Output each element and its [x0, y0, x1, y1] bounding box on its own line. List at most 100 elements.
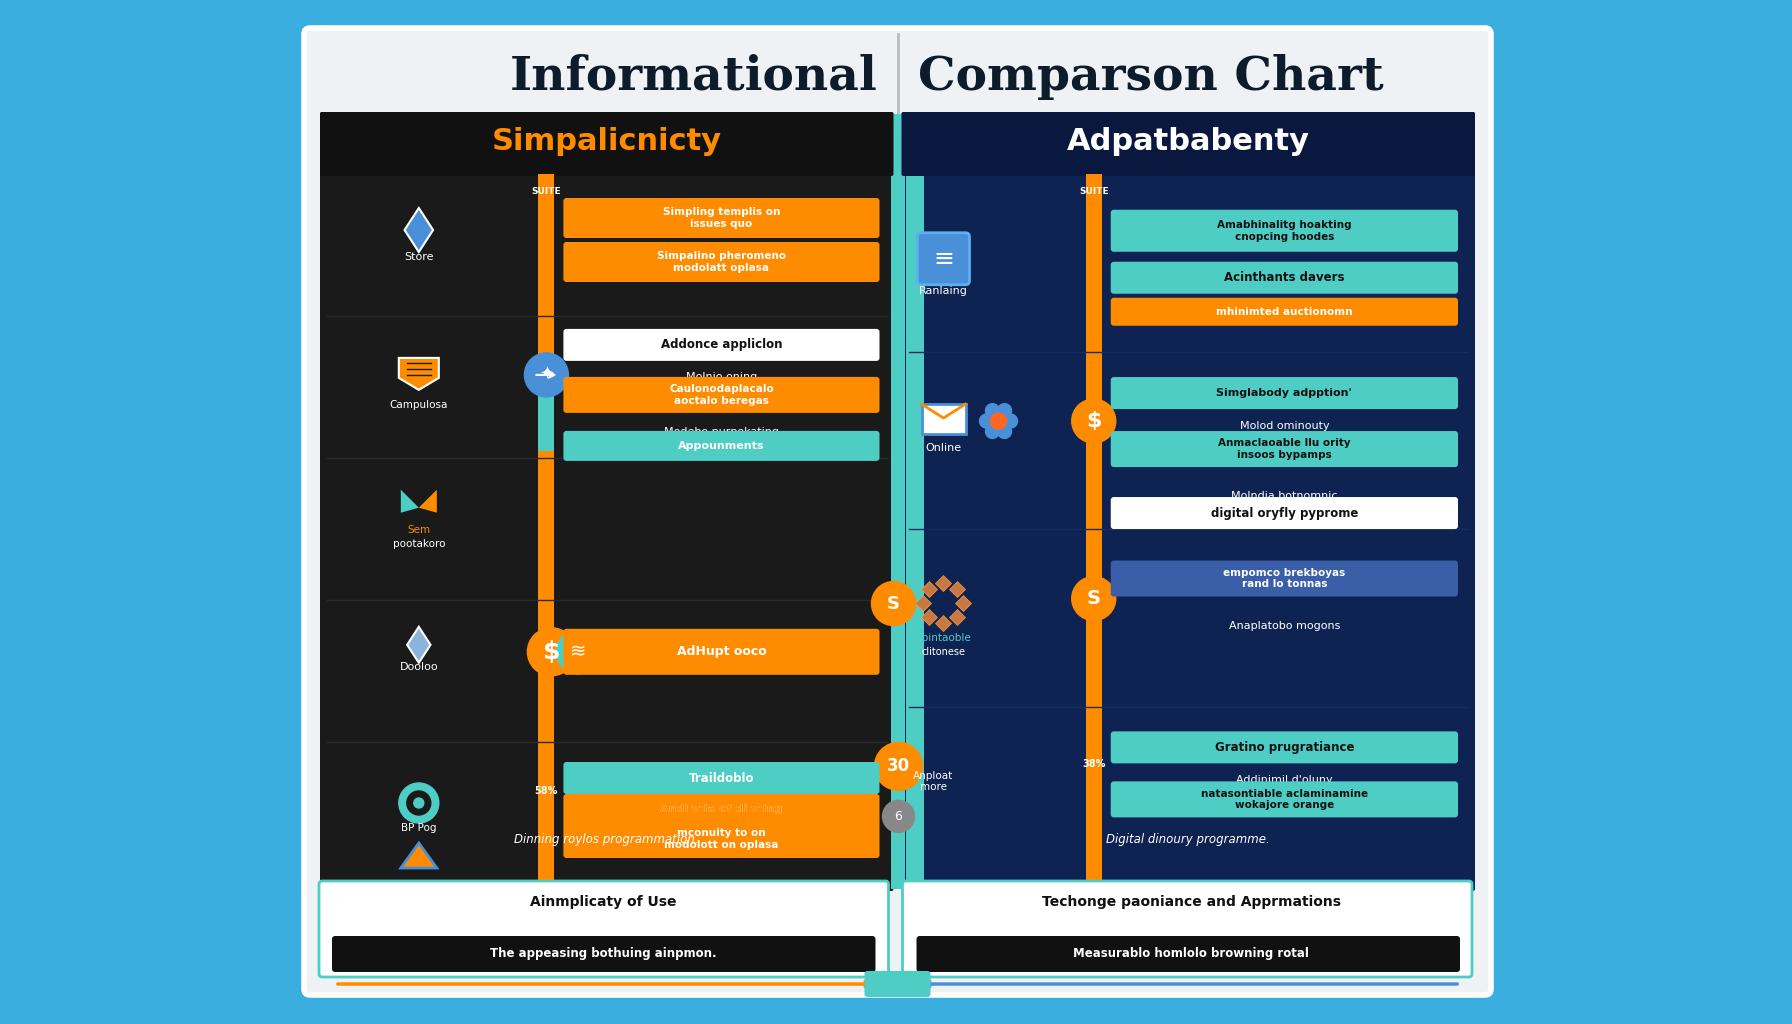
- FancyBboxPatch shape: [538, 373, 554, 451]
- FancyBboxPatch shape: [864, 971, 930, 997]
- Text: Andinnia of dinning: Andinnia of dinning: [659, 804, 783, 814]
- Text: mconuity to on
modolott on oplasa: mconuity to on modolott on oplasa: [665, 828, 780, 850]
- Text: 58%: 58%: [534, 786, 557, 796]
- FancyBboxPatch shape: [319, 881, 889, 977]
- FancyBboxPatch shape: [332, 936, 876, 972]
- Text: Adpatbabenty: Adpatbabenty: [1066, 128, 1310, 157]
- Text: Dinning roylos programmation.: Dinning roylos programmation.: [514, 833, 699, 846]
- Text: Store: Store: [403, 252, 434, 262]
- Circle shape: [871, 582, 916, 626]
- Text: ✦: ✦: [539, 366, 554, 384]
- Text: ≋: ≋: [570, 642, 586, 662]
- Polygon shape: [921, 582, 937, 598]
- Text: SUITE: SUITE: [1079, 187, 1109, 197]
- FancyBboxPatch shape: [563, 329, 880, 360]
- Circle shape: [407, 791, 430, 815]
- FancyBboxPatch shape: [1111, 210, 1459, 252]
- FancyBboxPatch shape: [901, 112, 1475, 176]
- FancyBboxPatch shape: [563, 198, 880, 238]
- Circle shape: [1072, 399, 1116, 443]
- FancyBboxPatch shape: [1086, 174, 1102, 884]
- Text: AdHupt ooco: AdHupt ooco: [677, 645, 767, 658]
- Circle shape: [882, 801, 914, 833]
- Text: Ranlaing: Ranlaing: [919, 286, 968, 296]
- Text: Molod ominouty: Molod ominouty: [1240, 421, 1330, 431]
- FancyBboxPatch shape: [563, 820, 880, 858]
- Text: clitonese: clitonese: [921, 646, 966, 656]
- Text: Anaplatobo mogons: Anaplatobo mogons: [1229, 621, 1340, 631]
- Text: Spintaoble: Spintaoble: [916, 633, 971, 642]
- Circle shape: [525, 353, 568, 397]
- Text: Caulonodaplacalo
aoctalo beregas: Caulonodaplacalo aoctalo beregas: [668, 384, 774, 406]
- Text: S: S: [1086, 589, 1100, 608]
- Text: Traildoblo: Traildoblo: [688, 771, 754, 784]
- FancyBboxPatch shape: [1111, 731, 1459, 763]
- Text: Digital dinoury programme.: Digital dinoury programme.: [1106, 833, 1271, 846]
- Polygon shape: [400, 358, 439, 390]
- Polygon shape: [950, 609, 966, 626]
- Text: empomco brekboyas
rand lo tonnas: empomco brekboyas rand lo tonnas: [1224, 567, 1346, 590]
- Text: $: $: [1086, 411, 1102, 431]
- Circle shape: [991, 413, 1007, 429]
- FancyBboxPatch shape: [305, 28, 1491, 995]
- Text: digital oryfly pyprome: digital oryfly pyprome: [1211, 507, 1358, 519]
- Circle shape: [998, 424, 1011, 438]
- FancyBboxPatch shape: [1111, 431, 1459, 467]
- Text: Acinthants davers: Acinthants davers: [1224, 271, 1344, 285]
- Text: Simpling templis on
issues quo: Simpling templis on issues quo: [663, 207, 780, 228]
- FancyBboxPatch shape: [901, 112, 1475, 891]
- Circle shape: [527, 628, 575, 676]
- Circle shape: [980, 414, 993, 428]
- Text: Appounments: Appounments: [677, 441, 765, 451]
- Text: natasontiable aclaminamine
wokajore orange: natasontiable aclaminamine wokajore oran…: [1201, 788, 1367, 810]
- FancyBboxPatch shape: [1111, 497, 1459, 529]
- Text: BP Pog: BP Pog: [401, 823, 437, 833]
- Text: Techonge paoniance and Apprmations: Techonge paoniance and Apprmations: [1041, 895, 1340, 909]
- Text: Addinimil d'oluny: Addinimil d'oluny: [1236, 775, 1333, 785]
- Text: Anmaclaoable llu ority
insoos bypamps: Anmaclaoable llu ority insoos bypamps: [1219, 438, 1351, 460]
- Text: Ainmplicaty of Use: Ainmplicaty of Use: [530, 895, 677, 909]
- Text: ≡: ≡: [934, 247, 953, 270]
- Circle shape: [1072, 577, 1116, 621]
- Text: Online: Online: [925, 443, 962, 453]
- Polygon shape: [921, 404, 966, 434]
- Text: Sem: Sem: [407, 524, 430, 535]
- Text: Anploat
more: Anploat more: [914, 771, 953, 793]
- FancyBboxPatch shape: [1111, 781, 1459, 817]
- Polygon shape: [916, 596, 932, 611]
- FancyBboxPatch shape: [1111, 560, 1459, 597]
- FancyBboxPatch shape: [563, 629, 880, 675]
- FancyBboxPatch shape: [905, 174, 923, 884]
- Text: Simpalino pheromeno
modolatt oplasa: Simpalino pheromeno modolatt oplasa: [658, 251, 787, 272]
- Text: SUITE: SUITE: [532, 187, 561, 197]
- Polygon shape: [407, 627, 430, 663]
- Text: Simpalicnicty: Simpalicnicty: [491, 128, 722, 157]
- Circle shape: [556, 630, 600, 674]
- Text: Simglabody adpption': Simglabody adpption': [1217, 388, 1353, 398]
- Polygon shape: [950, 582, 966, 598]
- Polygon shape: [405, 208, 434, 252]
- Text: mhinimted auctionomn: mhinimted auctionomn: [1217, 307, 1353, 316]
- Text: S: S: [887, 595, 900, 612]
- Text: $: $: [543, 640, 561, 664]
- Circle shape: [1004, 414, 1018, 428]
- Text: The appeasing bothuing ainpmon.: The appeasing bothuing ainpmon.: [491, 946, 717, 959]
- FancyBboxPatch shape: [563, 377, 880, 413]
- Circle shape: [400, 783, 439, 823]
- FancyBboxPatch shape: [903, 881, 1471, 977]
- FancyBboxPatch shape: [321, 112, 894, 176]
- Circle shape: [414, 798, 425, 808]
- Polygon shape: [935, 615, 952, 632]
- Text: Molndia botnomnic: Molndia botnomnic: [1231, 492, 1337, 501]
- Text: 6: 6: [894, 810, 903, 823]
- FancyBboxPatch shape: [916, 936, 1460, 972]
- Text: Informational: Informational: [509, 54, 878, 100]
- Text: Measurablo homlolo browning rotal: Measurablo homlolo browning rotal: [1073, 946, 1310, 959]
- Text: Gratino prugratiance: Gratino prugratiance: [1215, 741, 1355, 754]
- FancyBboxPatch shape: [563, 431, 880, 461]
- Text: pootakoro: pootakoro: [392, 539, 444, 549]
- Polygon shape: [955, 596, 971, 611]
- Circle shape: [998, 403, 1011, 418]
- FancyBboxPatch shape: [918, 232, 969, 285]
- Text: Modebo purpokating: Modebo purpokating: [665, 427, 780, 437]
